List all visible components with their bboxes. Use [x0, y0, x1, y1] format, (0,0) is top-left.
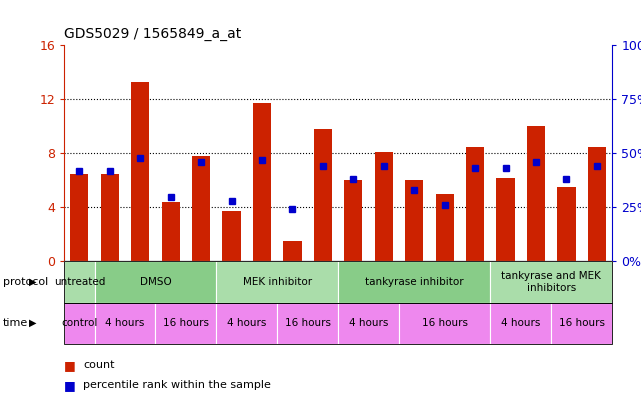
Bar: [314, 129, 332, 261]
Text: tankyrase and MEK
inhibitors: tankyrase and MEK inhibitors: [501, 271, 601, 293]
Bar: [374, 152, 393, 261]
Bar: [192, 156, 210, 261]
Bar: [162, 202, 179, 261]
Text: protocol: protocol: [3, 277, 49, 287]
Text: 4 hours: 4 hours: [227, 318, 267, 328]
Bar: [466, 147, 484, 261]
Bar: [283, 241, 301, 261]
Text: GDS5029 / 1565849_a_at: GDS5029 / 1565849_a_at: [64, 27, 242, 41]
Bar: [527, 126, 545, 261]
Bar: [222, 211, 240, 261]
Text: time: time: [3, 318, 28, 328]
Bar: [101, 174, 119, 261]
Text: control: control: [61, 318, 97, 328]
Text: 16 hours: 16 hours: [422, 318, 468, 328]
Text: ■: ■: [64, 378, 76, 392]
Bar: [588, 147, 606, 261]
Text: 4 hours: 4 hours: [105, 318, 145, 328]
Text: untreated: untreated: [54, 277, 105, 287]
Text: percentile rank within the sample: percentile rank within the sample: [83, 380, 271, 390]
Bar: [557, 187, 576, 261]
Text: ■: ■: [64, 359, 76, 372]
Text: MEK inhibitor: MEK inhibitor: [243, 277, 312, 287]
Bar: [131, 82, 149, 261]
Bar: [405, 180, 423, 261]
Text: 16 hours: 16 hours: [163, 318, 209, 328]
Text: ▶: ▶: [29, 318, 37, 328]
Text: ▶: ▶: [29, 277, 37, 287]
Bar: [344, 180, 362, 261]
Bar: [71, 174, 88, 261]
Bar: [496, 178, 515, 261]
Text: tankyrase inhibitor: tankyrase inhibitor: [365, 277, 463, 287]
Text: count: count: [83, 360, 115, 371]
Text: 16 hours: 16 hours: [285, 318, 331, 328]
Bar: [436, 194, 454, 261]
Text: DMSO: DMSO: [140, 277, 171, 287]
Text: 4 hours: 4 hours: [349, 318, 388, 328]
Bar: [253, 103, 271, 261]
Text: 16 hours: 16 hours: [559, 318, 604, 328]
Text: 4 hours: 4 hours: [501, 318, 540, 328]
